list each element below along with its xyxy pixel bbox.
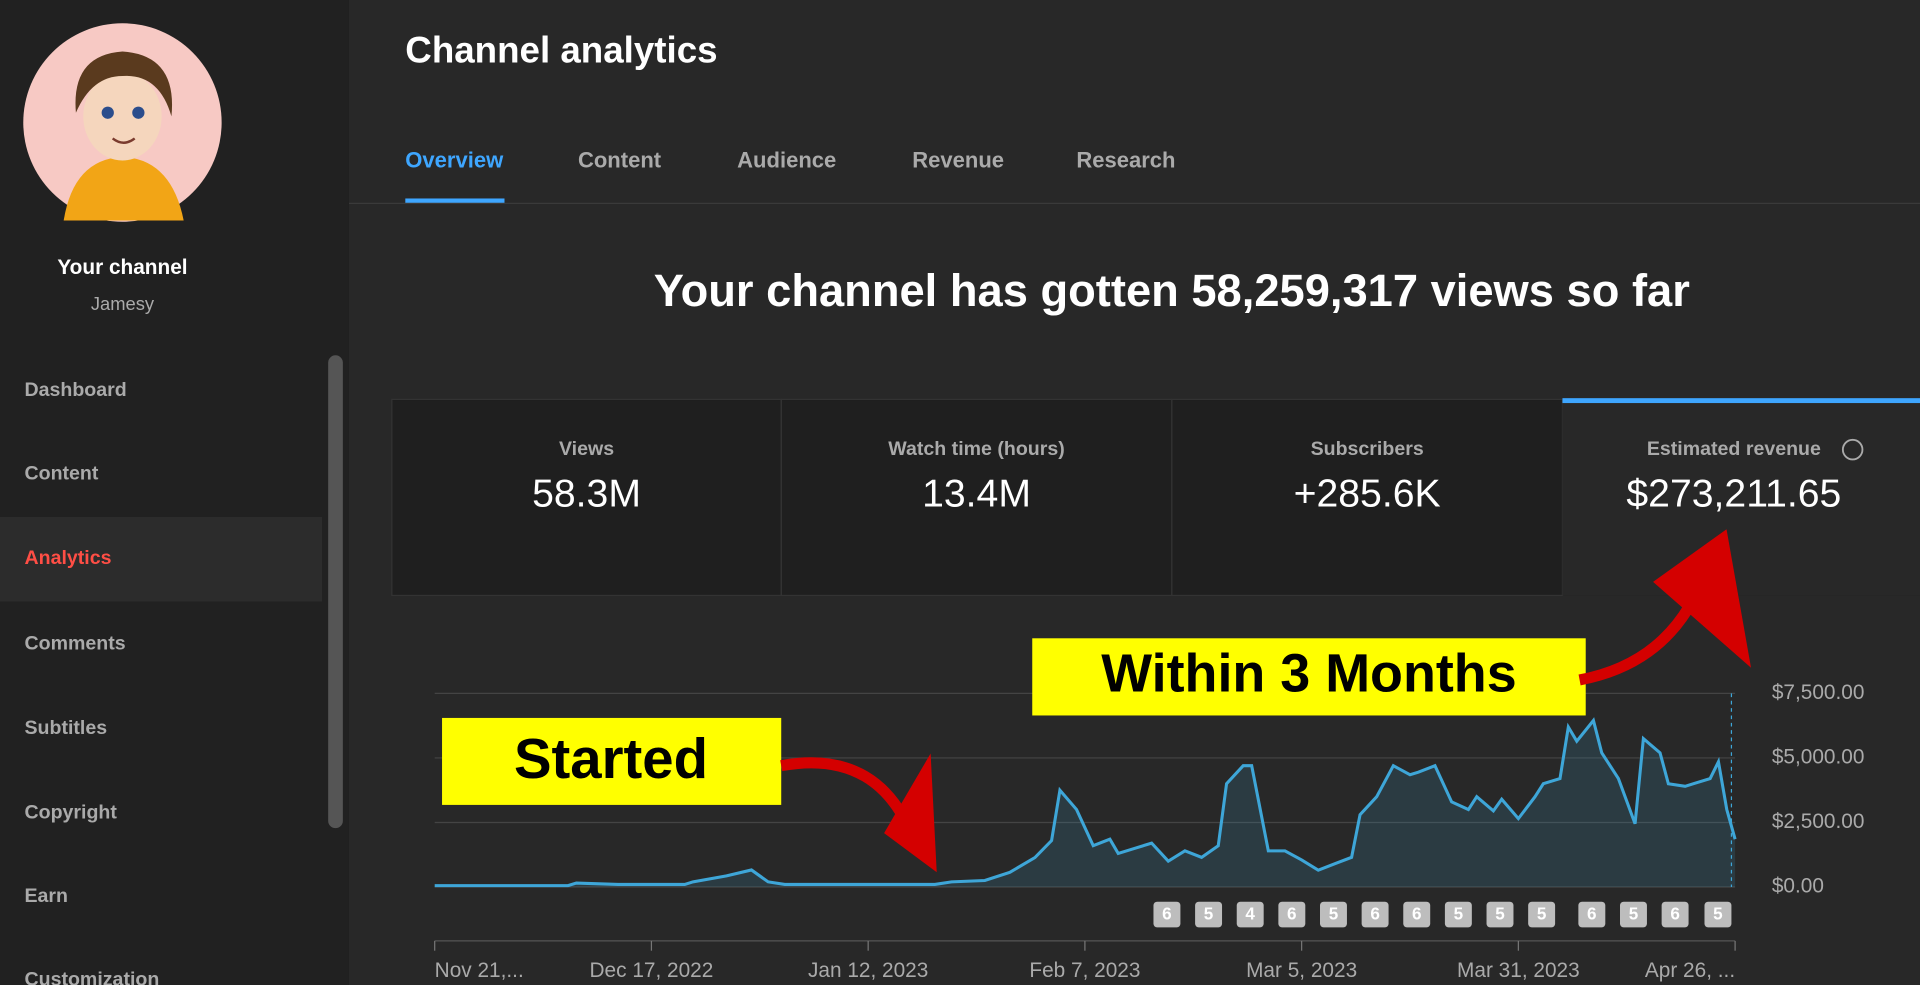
- channel-title: Your channel: [57, 256, 187, 279]
- nav-item[interactable]: Dashboard: [24, 379, 126, 401]
- x-tick-label: Jan 12, 2023: [808, 959, 928, 982]
- x-tick-label: Feb 7, 2023: [1029, 959, 1140, 982]
- x-tick-label: Nov 21,...: [435, 959, 524, 982]
- badge[interactable]: [1153, 901, 1181, 928]
- tab[interactable]: Content: [578, 148, 662, 173]
- badge-label: 6: [1670, 904, 1680, 924]
- y-tick-label: $2,500.00: [1772, 810, 1865, 833]
- badge[interactable]: [1578, 901, 1606, 928]
- badge-label: 5: [1713, 904, 1723, 924]
- badge[interactable]: [1486, 901, 1514, 928]
- nav-item[interactable]: Analytics: [24, 547, 111, 569]
- badge-label: 5: [1495, 904, 1505, 924]
- badge-label: 4: [1245, 904, 1255, 924]
- badge[interactable]: [1620, 901, 1647, 928]
- metric-label: Subscribers: [1311, 438, 1424, 460]
- arrow-head: [1653, 529, 1752, 668]
- revenue-chart: $0.00 $2,500.00 $5,000.00 $7,500.00 Nov 21,.…: [434, 681, 1865, 982]
- badge-label: 5: [1454, 904, 1464, 924]
- annotation: Started: [514, 727, 708, 790]
- card-indicator: [1562, 398, 1920, 404]
- badge[interactable]: [1403, 901, 1431, 928]
- nav: Dashboard Content Analytics Comments Subtitl…: [0, 379, 323, 985]
- badge-label: 6: [1162, 904, 1172, 924]
- annotation-box: [442, 717, 782, 805]
- page-title: Channel analytics: [405, 29, 717, 70]
- nav-item[interactable]: Customization: [24, 968, 159, 985]
- badges: 6 5 4 6 5 6 6 5 5 5 6 5 6 5: [1153, 901, 1732, 928]
- channel-name: Jamesy: [91, 293, 155, 314]
- metric-value: $273,211.65: [1626, 473, 1841, 516]
- metric-value: 13.4M: [922, 473, 1031, 516]
- avatar[interactable]: [23, 23, 222, 222]
- tab[interactable]: Research: [1076, 148, 1175, 173]
- info-icon: [1841, 438, 1864, 461]
- headline: Your channel has gotten 58,259,317 views…: [654, 265, 1690, 316]
- badge[interactable]: [1278, 901, 1306, 928]
- badge[interactable]: [1661, 901, 1689, 928]
- line: [434, 717, 1737, 888]
- tab[interactable]: Audience: [737, 148, 836, 173]
- badge[interactable]: [1444, 901, 1472, 928]
- annotation-box: [1032, 638, 1586, 716]
- nav-active-bg: [0, 517, 323, 602]
- badge[interactable]: [1320, 901, 1347, 928]
- scrollbar: [328, 355, 343, 829]
- metric-label: Views: [559, 438, 614, 460]
- y-tick-label: $0.00: [1772, 874, 1824, 897]
- nav-item[interactable]: Comments: [24, 633, 125, 655]
- annotation: Within 3 Months: [1101, 644, 1516, 704]
- nav-item[interactable]: Content: [24, 462, 98, 484]
- badge-label: 5: [1329, 904, 1339, 924]
- metric-value: 58.3M: [532, 473, 641, 516]
- metric-label: Estimated revenue: [1647, 438, 1821, 460]
- badge[interactable]: [1361, 901, 1389, 928]
- badge-label: 6: [1412, 904, 1422, 924]
- badge[interactable]: [1704, 901, 1732, 928]
- arrow-head: [884, 753, 937, 873]
- x-tick-label: Dec 17, 2022: [590, 959, 714, 982]
- badge[interactable]: [1195, 901, 1223, 928]
- badge-label: 5: [1204, 904, 1214, 924]
- badge[interactable]: [1236, 901, 1264, 928]
- metric-label: Watch time (hours): [888, 438, 1065, 460]
- y-tick-label: $5,000.00: [1772, 745, 1865, 768]
- card-selected[interactable]: [1562, 399, 1920, 596]
- x-tick-label: Apr 26, ...: [1645, 959, 1735, 982]
- badge-label: 6: [1287, 904, 1297, 924]
- nav-item[interactable]: Subtitles: [24, 717, 107, 739]
- x-tick-label: Mar 5, 2023: [1246, 959, 1357, 982]
- tab-indicator: [405, 198, 505, 204]
- area: [434, 720, 1736, 887]
- metric-value: +285.6K: [1294, 473, 1441, 516]
- nav-item[interactable]: Copyright: [24, 802, 117, 824]
- y-tick-label: $7,500.00: [1772, 681, 1865, 704]
- metric-cards: Views 58.3M Watch time (hours) 13.4M Subscri…: [391, 398, 1920, 597]
- nav-item[interactable]: Earn: [24, 885, 68, 907]
- badge[interactable]: [1528, 901, 1556, 928]
- badge-label: 5: [1537, 904, 1547, 924]
- x-tick-label: Mar 31, 2023: [1457, 959, 1580, 982]
- tab[interactable]: Revenue: [912, 148, 1004, 173]
- tab[interactable]: Overview: [405, 148, 504, 173]
- tabs: Overview Content Audience Revenue Research: [405, 148, 1176, 204]
- badge-label: 6: [1370, 904, 1380, 924]
- badge-label: 5: [1629, 904, 1639, 924]
- badge-label: 6: [1587, 904, 1597, 924]
